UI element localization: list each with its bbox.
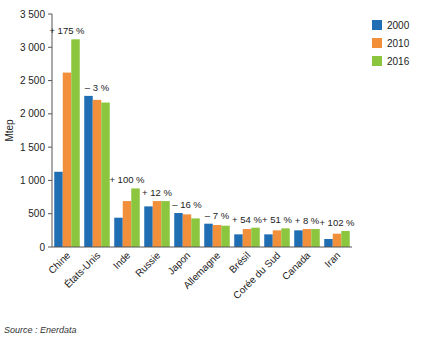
bar	[341, 231, 350, 247]
bar	[281, 228, 290, 247]
bar	[204, 224, 213, 247]
y-axis	[52, 14, 53, 247]
annotation: + 175 %	[49, 25, 85, 36]
bar	[71, 39, 80, 247]
y-tick-label: 3 000	[20, 42, 45, 53]
x-tick-label: Brésil	[227, 250, 252, 275]
bars	[54, 39, 350, 247]
bar	[234, 234, 243, 247]
y-tick-label: 3 500	[20, 9, 45, 20]
y-tick	[48, 80, 52, 81]
legend-swatch	[372, 38, 382, 48]
x-tick-label: Canada	[280, 249, 313, 282]
chart: 0 500 1 000 1 500 2 000 2 500 3 000 3 500 Mtep + …	[0, 0, 423, 341]
x-tick-label: États-Unis	[61, 249, 102, 290]
x-tick-label: Corée du Sud	[231, 250, 282, 301]
source: Source : Enerdata	[4, 325, 77, 335]
y-tick-label: 500	[28, 208, 45, 219]
legend-label: 2000	[387, 20, 410, 31]
bar	[333, 234, 342, 247]
bar	[123, 201, 132, 247]
legend-swatch	[372, 56, 382, 66]
annotation: – 3 %	[85, 82, 110, 93]
annotation: + 12 %	[142, 187, 172, 198]
bar	[131, 188, 140, 247]
bar	[191, 218, 200, 247]
y-tick	[48, 113, 52, 114]
annotation: + 51 %	[262, 214, 292, 225]
annotation: + 54 %	[232, 214, 262, 225]
legend-swatch	[372, 20, 382, 30]
bar	[243, 229, 252, 247]
y-tick-label: 2 000	[20, 108, 45, 119]
bar	[273, 230, 282, 247]
bar	[324, 239, 333, 247]
x-tick-label: Inde	[111, 249, 133, 271]
y-tick	[48, 14, 52, 15]
bar	[63, 73, 72, 247]
x-tick-label: Japon	[165, 250, 192, 277]
legend-label: 2010	[387, 38, 410, 49]
y-tick	[48, 180, 52, 181]
bar	[153, 201, 162, 247]
x-tick-label: Russie	[133, 249, 163, 279]
annotation: – 7 %	[205, 210, 230, 221]
x-tick-label: Allemagne	[181, 249, 222, 290]
y-tick	[48, 47, 52, 48]
y-tick-label: 1 000	[20, 175, 45, 186]
bar	[294, 230, 303, 247]
legend: 2000 2010 2016	[372, 20, 410, 67]
y-tick-label: 0	[39, 242, 45, 253]
bar	[54, 172, 63, 247]
bar	[93, 100, 102, 247]
y-tick	[48, 147, 52, 148]
y-axis-label: Mtep	[4, 119, 15, 142]
bar	[161, 201, 170, 247]
bar	[221, 226, 230, 247]
annotation: + 100 %	[109, 174, 145, 185]
annotation: – 16 %	[172, 199, 202, 210]
bar	[264, 234, 273, 247]
legend-label: 2016	[387, 56, 410, 67]
y-tick-label: 1 500	[20, 142, 45, 153]
bar	[303, 229, 312, 247]
bar	[174, 213, 183, 247]
y-tick	[48, 247, 52, 248]
bar	[114, 218, 123, 247]
bar	[84, 96, 93, 247]
x-axis	[52, 247, 352, 248]
annotation: + 102 %	[319, 217, 355, 228]
bar	[251, 228, 260, 247]
bar	[144, 206, 153, 247]
bar	[183, 214, 192, 247]
bar	[213, 225, 222, 247]
bar	[311, 229, 320, 247]
y-tick-label: 2 500	[20, 75, 45, 86]
annotation: + 8 %	[295, 215, 320, 226]
y-tick	[48, 213, 52, 214]
x-tick-label: Iran	[322, 250, 342, 270]
x-tick-label: Chine	[46, 249, 73, 276]
